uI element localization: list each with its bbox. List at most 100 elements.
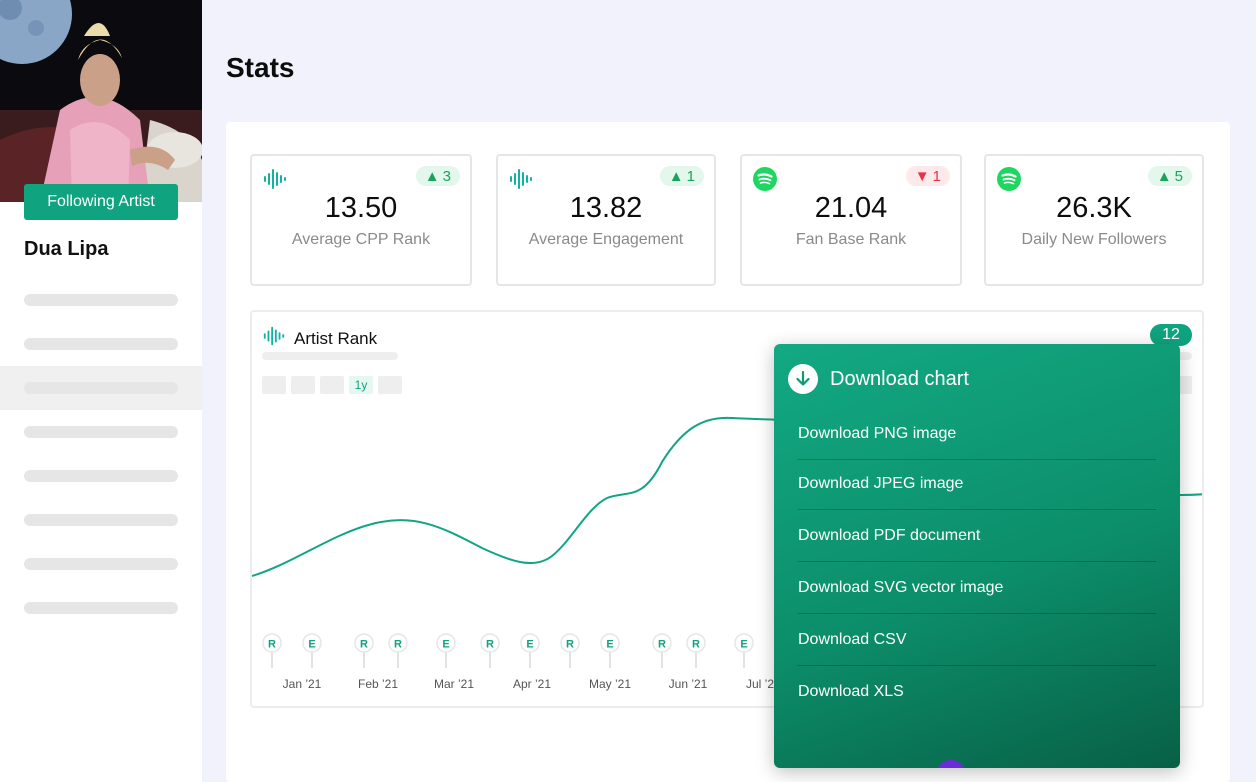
sidebar: Following Artist Dua Lipa <box>0 0 202 782</box>
x-axis-label: May ’21 <box>589 677 631 691</box>
pin-letter: R <box>360 639 368 651</box>
range-button-1y[interactable]: 1y <box>349 376 373 394</box>
x-axis-label: Mar ’21 <box>434 677 474 691</box>
stat-label: Average CPP Rank <box>291 231 431 248</box>
event-pin[interactable]: E <box>436 633 456 668</box>
release-pin[interactable]: R <box>262 633 282 668</box>
help-widget-button[interactable] <box>936 760 966 768</box>
pin-marker <box>520 633 540 653</box>
artist-rank-chart: R E R R E R E R E R R E Jan ’21 Feb ’21 Mar ’21 Apr ’2… <box>252 416 1202 691</box>
pin-letter: E <box>526 639 533 651</box>
nav-placeholder <box>24 558 178 570</box>
spotify-icon <box>752 166 778 192</box>
pin-marker <box>686 633 706 653</box>
nav-placeholder <box>24 514 178 526</box>
change-value: 1 <box>932 167 941 185</box>
stat-label: Fan Base Rank <box>795 231 907 248</box>
artist-name: Dua Lipa <box>24 238 109 260</box>
stat-label: Daily New Followers <box>1021 231 1167 248</box>
nav-placeholder <box>24 602 178 614</box>
pin-letter: R <box>566 639 574 651</box>
change-value: 5 <box>1174 167 1183 185</box>
download-icon <box>788 364 818 394</box>
download-menu-header: Download chart <box>788 364 969 394</box>
nav-placeholder <box>24 294 178 306</box>
arrow-up-icon: ▲ <box>424 167 440 185</box>
download-jpeg-item[interactable]: Download JPEG image <box>798 458 1156 510</box>
pin-marker <box>734 633 754 653</box>
release-pin[interactable]: R <box>480 633 500 668</box>
x-axis-labels: Jan ’21 Feb ’21 Mar ’21 Apr ’21 May ’21 Jun ’… <box>283 677 775 691</box>
range-button[interactable] <box>262 376 286 394</box>
range-button[interactable] <box>291 376 315 394</box>
pin-letter: E <box>442 639 449 651</box>
range-button[interactable] <box>378 376 402 394</box>
release-pin[interactable]: R <box>652 633 672 668</box>
change-badge: ▲ 3 <box>415 166 460 186</box>
nav-placeholder <box>24 470 178 482</box>
pin-marker <box>262 633 282 653</box>
event-pin[interactable]: E <box>302 633 322 668</box>
pin-marker <box>388 633 408 653</box>
soundwave-icon <box>508 166 534 192</box>
stat-value: 21.04 <box>814 192 888 224</box>
stat-value: 13.82 <box>569 192 643 224</box>
nav-placeholder <box>24 338 178 350</box>
sidebar-nav-item-active[interactable] <box>0 366 202 410</box>
pin-marker <box>600 633 620 653</box>
download-png-item[interactable]: Download PNG image <box>798 408 1156 460</box>
event-pin[interactable]: E <box>734 633 754 668</box>
change-badge: ▲ 5 <box>1147 166 1192 186</box>
sidebar-nav-item[interactable] <box>0 498 202 542</box>
stat-card-cpp-rank: ▲ 3 13.50 Average CPP Rank <box>250 154 472 286</box>
pin-letter: R <box>692 639 700 651</box>
following-artist-button[interactable]: Following Artist <box>24 184 178 220</box>
download-xls-item[interactable]: Download XLS <box>798 683 904 700</box>
page-title: Stats <box>226 52 295 83</box>
release-pin[interactable]: R <box>686 633 706 668</box>
stat-label: Average Engagement <box>528 231 684 248</box>
pin-marker <box>480 633 500 653</box>
change-value: 3 <box>442 167 451 185</box>
chart-header: Artist Rank <box>262 324 377 353</box>
sidebar-nav-item[interactable] <box>0 542 202 586</box>
pin-marker <box>560 633 580 653</box>
sidebar-nav-item[interactable] <box>0 410 202 454</box>
download-chart-menu: Download chart Download PNG image Downlo… <box>774 344 1180 768</box>
x-axis-label: Jun ’21 <box>669 677 708 691</box>
arrow-up-icon: ▲ <box>668 167 684 185</box>
release-pin[interactable]: R <box>388 633 408 668</box>
soundwave-icon <box>262 166 288 192</box>
download-csv-item[interactable]: Download CSV <box>798 614 1156 666</box>
nav-placeholder <box>24 426 178 438</box>
pin-marker <box>652 633 672 653</box>
pin-marker <box>354 633 374 653</box>
download-pdf-item[interactable]: Download PDF document <box>798 510 1156 562</box>
sidebar-nav-item[interactable] <box>0 278 202 322</box>
release-pin[interactable]: R <box>354 633 374 668</box>
spotify-icon <box>996 166 1022 192</box>
nav-placeholder <box>24 382 178 394</box>
release-pin[interactable]: R <box>560 633 580 668</box>
stat-card-engagement: ▲ 1 13.82 Average Engagement <box>496 154 716 286</box>
stat-value: 26.3K <box>1056 192 1132 224</box>
range-selector: 1y <box>262 376 402 394</box>
stat-card-followers: ▲ 5 26.3K Daily New Followers <box>984 154 1204 286</box>
event-pin[interactable]: E <box>520 633 540 668</box>
download-svg-item[interactable]: Download SVG vector image <box>798 562 1156 614</box>
soundwave-icon <box>262 324 286 353</box>
pin-letter: R <box>394 639 402 651</box>
pin-marker <box>302 633 322 653</box>
event-pin[interactable]: E <box>600 633 620 668</box>
range-button[interactable] <box>320 376 344 394</box>
change-badge: ▼ 1 <box>905 166 950 186</box>
stat-value: 13.50 <box>324 192 398 224</box>
sidebar-nav-item[interactable] <box>0 586 202 630</box>
sidebar-nav-item[interactable] <box>0 454 202 498</box>
x-axis-label: Apr ’21 <box>513 677 551 691</box>
chart-title: Artist Rank <box>294 328 378 348</box>
pin-marker <box>436 633 456 653</box>
x-axis-label: Feb ’21 <box>358 677 398 691</box>
sidebar-nav-item[interactable] <box>0 322 202 366</box>
